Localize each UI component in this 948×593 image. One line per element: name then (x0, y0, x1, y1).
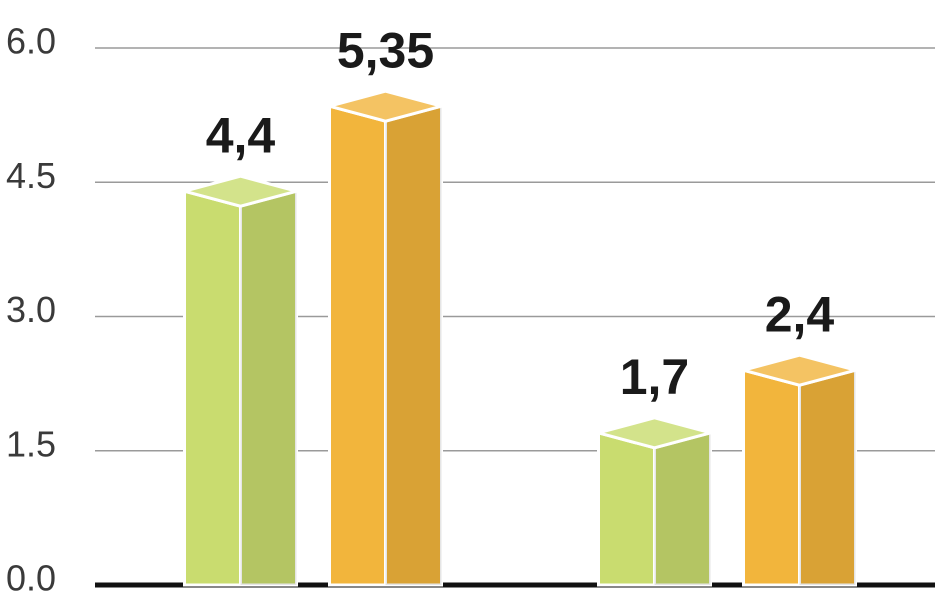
bar-top (323, 89, 448, 123)
y-tick-label: 1.5 (6, 423, 56, 464)
bar-top-light (329, 91, 442, 122)
value-label: 1,7 (620, 349, 690, 405)
bar-top-light (743, 355, 856, 386)
bar-top (592, 416, 717, 450)
bar-front-left (183, 189, 242, 587)
bar (737, 353, 862, 587)
y-tick-label: 3.0 (6, 289, 56, 330)
bar-top (737, 353, 862, 387)
bar-shade (385, 106, 442, 586)
bar-top (178, 174, 303, 208)
bar-shade (654, 432, 711, 585)
value-label: 4,4 (206, 107, 276, 163)
bar-front-left (328, 104, 387, 587)
bar-front-left (597, 430, 656, 587)
value-label: 2,4 (765, 286, 835, 342)
bar-shade (240, 191, 297, 585)
bar-top-light (184, 176, 297, 207)
bar-shade (799, 370, 856, 585)
bar (178, 174, 303, 587)
bar-top-light (598, 417, 711, 448)
value-label: 5,35 (337, 22, 434, 78)
y-tick-label: 6.0 (6, 21, 56, 62)
bar (323, 89, 448, 587)
y-tick-label: 4.5 (6, 155, 56, 196)
bar-front-left (742, 368, 801, 587)
y-tick-label: 0.0 (6, 558, 56, 593)
bar (592, 416, 717, 587)
